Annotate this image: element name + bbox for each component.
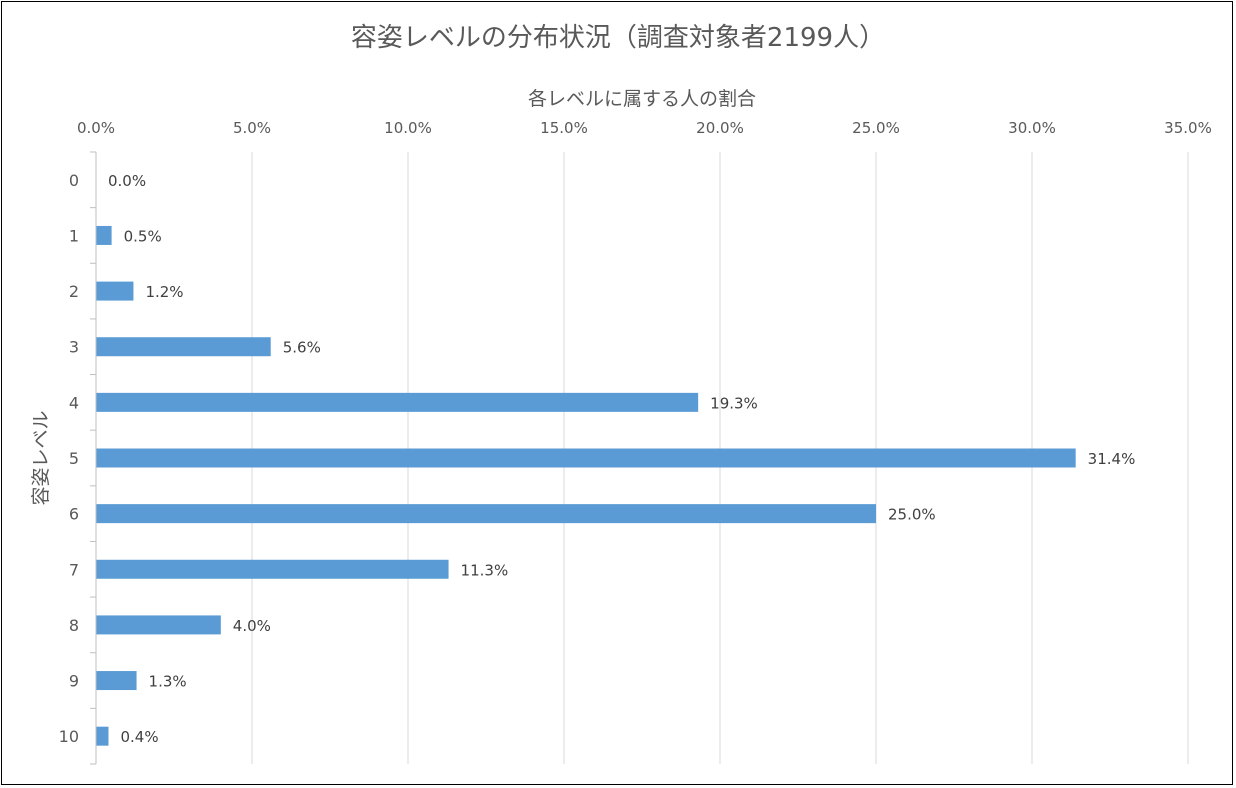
data-label: 31.4% [1088, 450, 1136, 468]
data-label: 4.0% [233, 617, 271, 635]
bar [96, 281, 134, 301]
data-labels: 0.0% 0.5% 1.2% 5.6% 19.3% 31.4% 25.0% 11.3% 4.0%… [108, 172, 1135, 746]
x-tick-label: 25.0% [852, 119, 900, 137]
bar [96, 448, 1076, 468]
category-label: 10 [59, 727, 79, 746]
category-label: 9 [69, 672, 79, 691]
data-label: 1.3% [149, 673, 187, 691]
category-label: 0 [69, 171, 79, 190]
data-label: 1.2% [145, 283, 183, 301]
data-label: 11.3% [461, 561, 509, 579]
category-label: 3 [69, 338, 79, 357]
data-label: 0.5% [124, 227, 162, 245]
bar [96, 559, 449, 579]
y-axis [90, 151, 97, 765]
category-label: 8 [69, 616, 79, 635]
chart-title: 容姿レベルの分布状況（調査対象者2199人） [351, 23, 885, 53]
x-tick-labels: 0.0% 5.0% 10.0% 15.0% 20.0% 25.0% 30.0% 35.0% [77, 119, 1212, 137]
x-tick-label: 10.0% [384, 119, 432, 137]
data-label: 19.3% [710, 394, 758, 412]
data-label: 0.4% [120, 728, 158, 746]
data-label: 0.0% [108, 172, 146, 190]
x-tick-label: 15.0% [540, 119, 588, 137]
category-label: 4 [69, 393, 79, 412]
category-labels: 0 1 2 3 4 5 6 7 8 9 10 [59, 171, 79, 746]
category-label: 7 [69, 560, 79, 579]
x-tick-label: 0.0% [77, 119, 115, 137]
x-axis-title: 各レベルに属する人の割合 [528, 88, 756, 110]
x-tick-label: 5.0% [233, 119, 271, 137]
bars [96, 225, 1076, 746]
bar [96, 615, 221, 635]
x-tick-label: 30.0% [1008, 119, 1056, 137]
category-label: 5 [69, 449, 79, 468]
bar [96, 504, 876, 524]
category-label: 6 [69, 505, 79, 524]
bar [96, 392, 699, 412]
x-tick-label: 20.0% [696, 119, 744, 137]
x-tick-label: 35.0% [1164, 119, 1212, 137]
category-label: 2 [69, 282, 79, 301]
data-label: 5.6% [283, 339, 321, 357]
category-label: 1 [69, 226, 79, 245]
data-label: 25.0% [888, 506, 936, 524]
y-axis-title: 容姿レベル [30, 410, 52, 505]
bar [96, 337, 271, 357]
bar [96, 726, 109, 746]
bar [96, 225, 112, 245]
bar [96, 671, 137, 691]
